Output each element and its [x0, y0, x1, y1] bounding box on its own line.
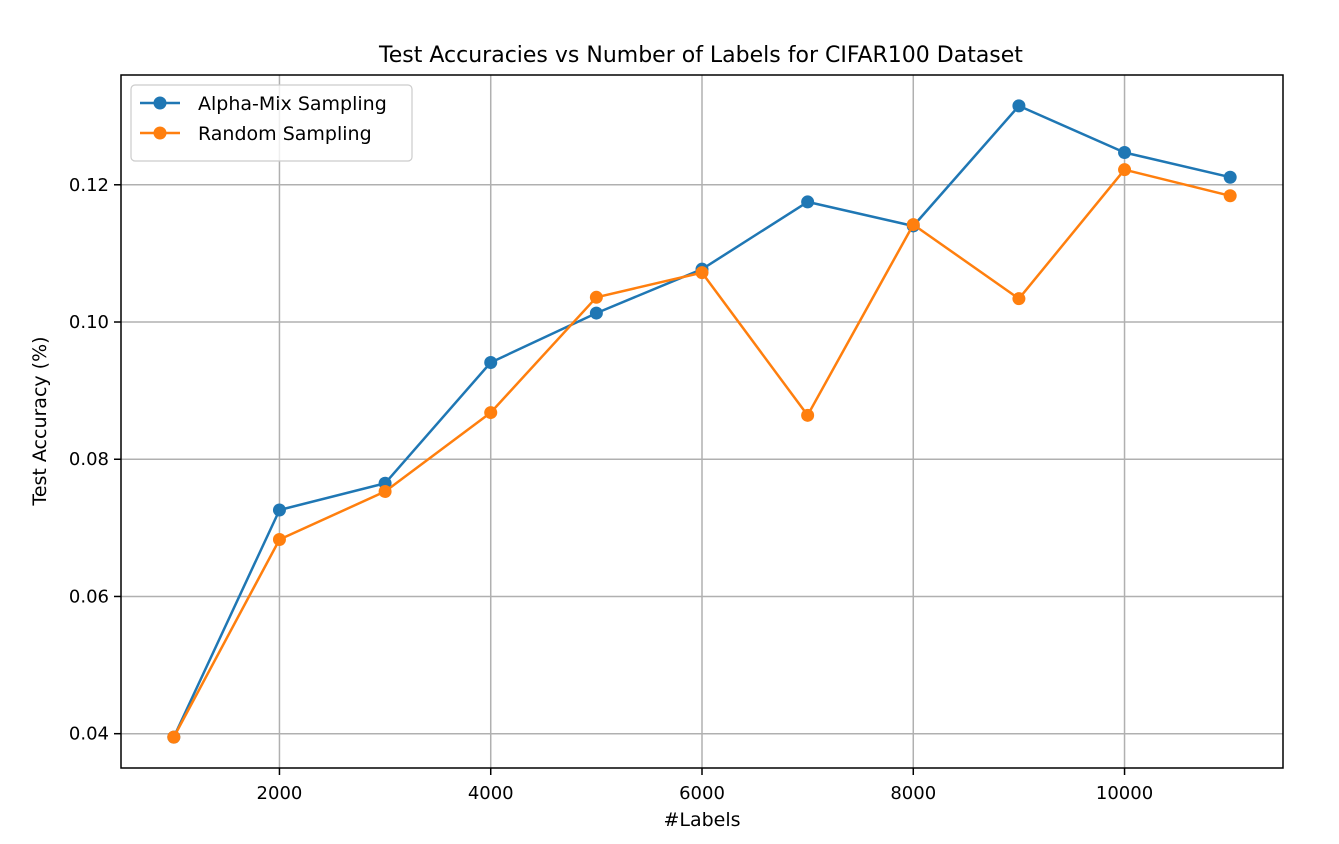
- legend-label: Random Sampling: [198, 123, 372, 145]
- data-point: [1118, 163, 1132, 177]
- data-point: [1223, 170, 1237, 184]
- legend-label: Alpha-Mix Sampling: [198, 93, 387, 115]
- y-tick-label: 0.12: [69, 175, 109, 196]
- x-tick-label: 4000: [468, 783, 514, 804]
- grid-layer: [121, 75, 1283, 768]
- y-axis-label: Test Accuracy (%): [29, 336, 51, 506]
- legend: Alpha-Mix Sampling Random Sampling: [130, 84, 413, 162]
- x-tick-label: 10000: [1096, 783, 1153, 804]
- data-point: [695, 266, 709, 280]
- data-point: [1223, 189, 1237, 203]
- data-point: [801, 408, 815, 422]
- y-tick-label: 0.08: [69, 449, 109, 470]
- legend-box: [130, 84, 413, 162]
- x-axis-label: #Labels: [663, 809, 740, 831]
- data-point: [484, 355, 498, 369]
- y-tick-label: 0.10: [69, 312, 109, 333]
- data-point: [272, 503, 286, 517]
- series-2: [167, 163, 1237, 744]
- data-point: [167, 730, 181, 744]
- x-tick-label: 8000: [890, 783, 936, 804]
- y-tick-label: 0.06: [69, 586, 109, 607]
- data-point: [589, 290, 603, 304]
- x-tick-label: 2000: [257, 783, 303, 804]
- series-layer: [167, 99, 1237, 744]
- legend-marker: [153, 126, 167, 140]
- data-point: [484, 406, 498, 420]
- data-point: [801, 195, 815, 209]
- data-point: [1118, 146, 1132, 160]
- data-point: [1012, 292, 1026, 306]
- data-point: [906, 218, 920, 232]
- chart-title: Test Accuracies vs Number of Labels for …: [378, 43, 1023, 68]
- data-point: [378, 484, 392, 498]
- data-point: [272, 533, 286, 547]
- y-tick-label: 0.04: [69, 724, 109, 745]
- legend-marker: [153, 96, 167, 110]
- tick-layer: 2000 4000 6000 8000 10000 0.04 0.06 0.08 0.10 0.1…: [69, 175, 1153, 804]
- legend-item: Random Sampling: [140, 123, 372, 145]
- legend-item: Alpha-Mix Sampling: [140, 93, 387, 115]
- x-tick-label: 6000: [679, 783, 725, 804]
- data-point: [1012, 99, 1026, 113]
- data-point: [589, 306, 603, 320]
